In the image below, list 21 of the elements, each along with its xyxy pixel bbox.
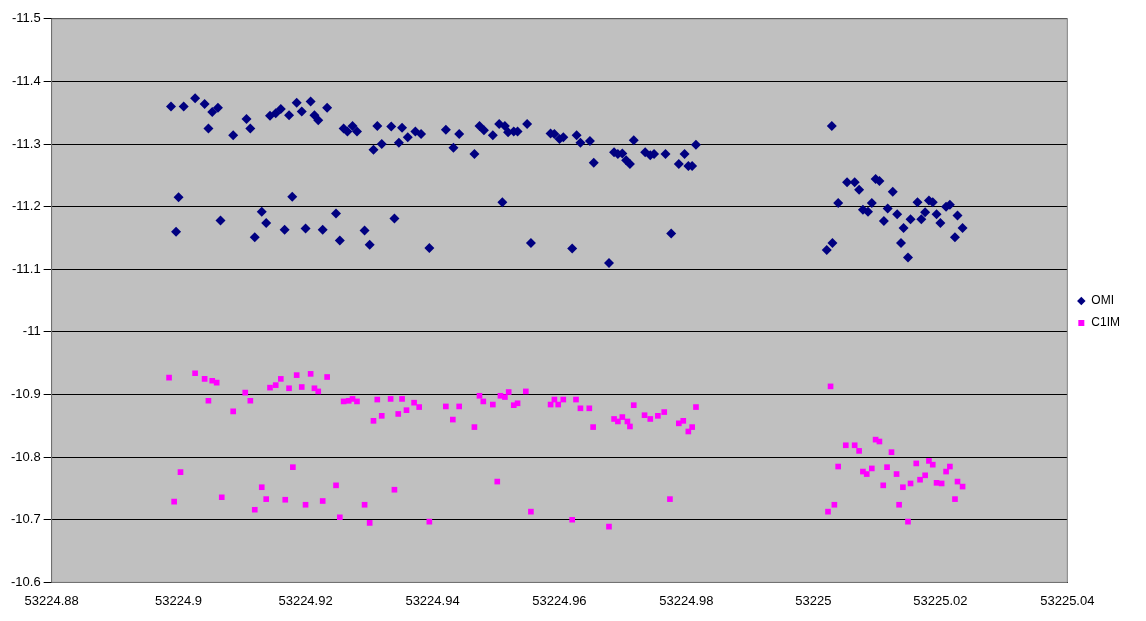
x-tick-label: 53224.9 bbox=[155, 592, 203, 608]
y-tick-label: -11.2 bbox=[11, 198, 41, 214]
x-tick-label: 53224.96 bbox=[532, 592, 587, 608]
y-tick-label: -10.8 bbox=[10, 448, 41, 464]
x-tick-label: 53224.88 bbox=[24, 592, 79, 608]
x-tick-label: 53225 bbox=[795, 592, 832, 608]
x-tick-label: 53225.04 bbox=[1040, 592, 1095, 608]
y-tick-label: -11.1 bbox=[11, 260, 41, 276]
x-tick-label: 53224.94 bbox=[405, 592, 460, 608]
y-tick-label: -11.5 bbox=[11, 10, 41, 26]
legend-label: C1IM bbox=[1091, 315, 1120, 330]
y-tick-label: -10.6 bbox=[10, 573, 41, 589]
y-tick-label: -11.4 bbox=[11, 73, 41, 88]
y-tick-label: -11 bbox=[22, 323, 41, 339]
y-tick-label: -10.7 bbox=[10, 511, 41, 527]
x-tick-label: 53224.98 bbox=[659, 592, 714, 608]
y-tick-label: -11.3 bbox=[11, 135, 41, 151]
y-tick-label: -10.9 bbox=[10, 386, 41, 402]
x-tick-label: 53224.92 bbox=[278, 592, 333, 608]
x-tick-label: 53225.02 bbox=[913, 592, 968, 608]
legend-label: OMI bbox=[1091, 293, 1114, 308]
